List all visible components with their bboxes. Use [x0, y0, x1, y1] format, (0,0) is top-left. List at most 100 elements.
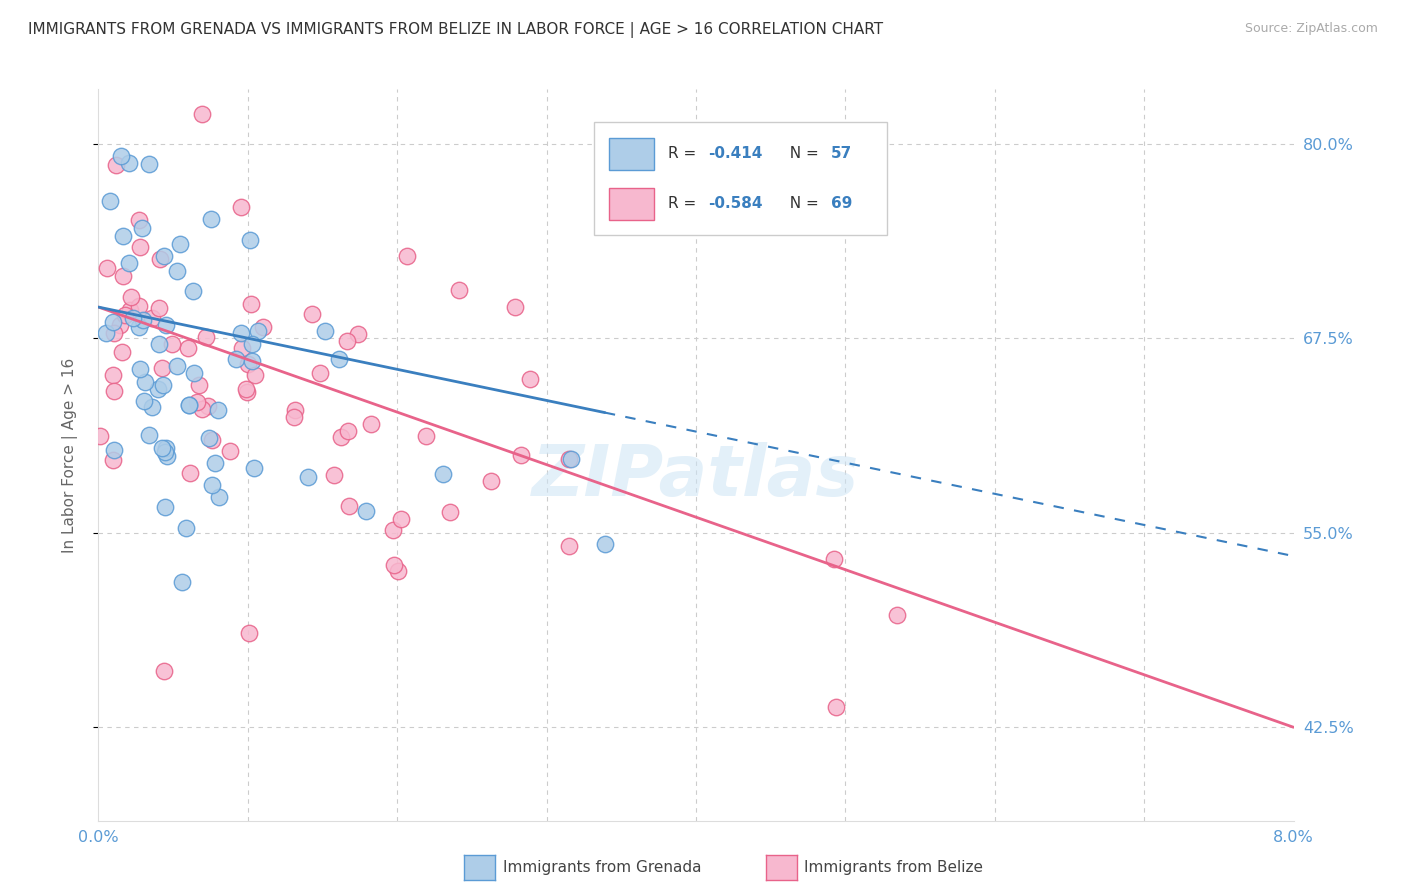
Point: [103, 384, 125, 399]
Point: [149, 252, 172, 267]
Point: [239, 233, 262, 247]
Text: Source: ZipAtlas.com: Source: ZipAtlas.com: [1244, 22, 1378, 36]
Point: [219, 444, 242, 458]
Text: IMMIGRANTS FROM GRENADA VS IMMIGRANTS FROM BELIZE IN LABOR FORCE | AGE > 16 CORR: IMMIGRANTS FROM GRENADA VS IMMIGRANTS FR…: [28, 22, 883, 38]
Point: [194, 330, 217, 344]
Point: [110, 149, 132, 163]
Point: [200, 434, 222, 448]
Point: [169, 236, 191, 251]
Text: Immigrants from Belize: Immigrants from Belize: [804, 861, 983, 875]
Point: [328, 351, 350, 366]
Point: [103, 326, 125, 341]
Point: [153, 500, 176, 515]
Point: [308, 366, 330, 380]
Point: [89, 429, 111, 443]
Point: [322, 467, 344, 482]
Text: ZIPatlas: ZIPatlas: [533, 442, 859, 511]
Point: [129, 361, 152, 376]
Point: [479, 474, 502, 488]
Point: [198, 431, 221, 445]
Point: [243, 368, 266, 383]
Point: [132, 313, 155, 327]
Point: [242, 354, 264, 368]
Point: [231, 341, 253, 355]
Point: [360, 417, 382, 432]
Point: [439, 505, 461, 519]
Point: [191, 107, 214, 121]
FancyBboxPatch shape: [595, 122, 887, 235]
Point: [243, 461, 266, 475]
Point: [558, 451, 581, 466]
Text: -0.414: -0.414: [709, 146, 762, 161]
Point: [503, 300, 526, 314]
Text: 69: 69: [831, 196, 852, 211]
Point: [283, 410, 305, 425]
Point: [118, 256, 141, 270]
Point: [354, 504, 377, 518]
Point: [170, 574, 193, 589]
Point: [347, 326, 370, 341]
Text: -0.584: -0.584: [709, 196, 762, 211]
Text: Immigrants from Grenada: Immigrants from Grenada: [503, 861, 702, 875]
Bar: [609, 187, 654, 219]
Point: [132, 393, 155, 408]
Point: [447, 283, 470, 297]
Point: [118, 155, 141, 169]
Point: [560, 452, 582, 467]
Point: [150, 360, 173, 375]
Point: [155, 318, 177, 333]
Point: [181, 284, 204, 298]
Point: [96, 260, 118, 275]
Point: [187, 378, 209, 392]
Point: [120, 290, 142, 304]
Point: [330, 430, 353, 444]
Point: [108, 318, 131, 333]
Point: [101, 315, 124, 329]
Text: R =: R =: [668, 146, 702, 161]
Point: [387, 564, 409, 578]
Point: [208, 490, 231, 504]
Text: 57: 57: [831, 146, 852, 161]
Point: [336, 334, 359, 348]
Point: [166, 264, 188, 278]
Point: [148, 336, 170, 351]
Point: [519, 371, 541, 385]
Point: [138, 427, 160, 442]
Point: [284, 402, 307, 417]
Point: [197, 399, 219, 413]
Point: [389, 512, 412, 526]
Point: [114, 308, 136, 322]
Point: [558, 539, 581, 553]
Point: [103, 368, 125, 383]
Point: [415, 428, 437, 442]
Point: [134, 375, 156, 389]
Y-axis label: In Labor Force | Age > 16: In Labor Force | Age > 16: [62, 358, 77, 552]
Point: [129, 240, 152, 254]
Point: [103, 453, 125, 467]
Point: [94, 326, 117, 340]
Point: [174, 521, 197, 535]
Point: [153, 664, 176, 678]
Point: [103, 442, 125, 457]
Point: [138, 157, 160, 171]
Point: [160, 337, 183, 351]
Point: [128, 213, 150, 227]
Point: [122, 311, 145, 326]
Point: [179, 398, 201, 412]
Point: [301, 307, 323, 321]
Point: [166, 359, 188, 374]
Point: [240, 296, 263, 310]
Point: [235, 382, 257, 396]
Point: [179, 466, 201, 480]
Point: [111, 345, 134, 359]
Point: [148, 301, 170, 315]
Point: [186, 394, 208, 409]
Point: [191, 401, 214, 416]
Point: [240, 337, 263, 351]
Point: [204, 456, 226, 470]
Point: [432, 467, 454, 482]
Point: [201, 477, 224, 491]
Point: [236, 357, 259, 371]
Point: [382, 523, 405, 537]
Point: [131, 221, 153, 235]
